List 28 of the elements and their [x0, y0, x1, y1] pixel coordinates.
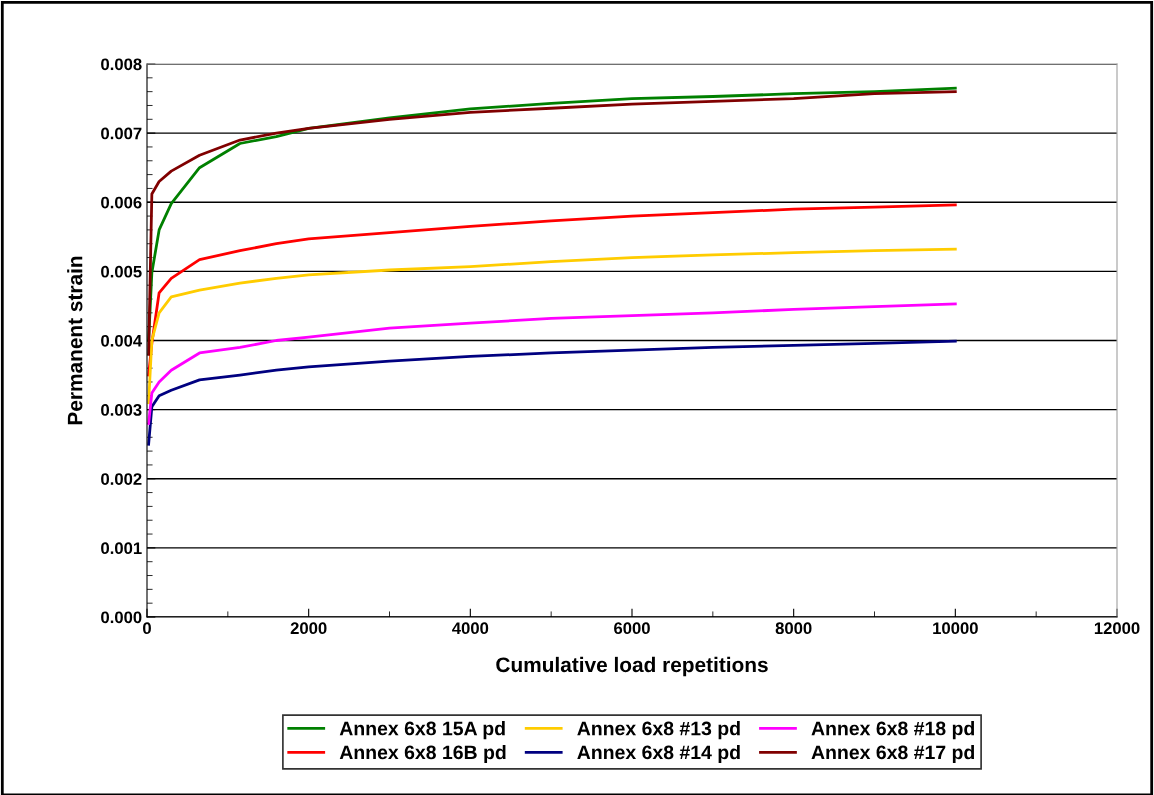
y-tick-label: 0.008 — [101, 58, 142, 71]
y-tick-label: 0.007 — [101, 127, 142, 140]
line-series — [147, 203, 957, 377]
y-tick-label: 0.005 — [101, 265, 142, 278]
line-series — [147, 247, 957, 405]
legend-label: Annex 6x8 #14 pd — [577, 744, 740, 764]
legend-label: Annex 6x8 #13 pd — [577, 721, 740, 740]
x-axis-title: Cumulative load repetitions — [496, 656, 768, 677]
line-series — [147, 339, 957, 446]
x-tick-label: 0 — [143, 622, 151, 635]
line-series — [147, 302, 957, 425]
x-tick-label: 4000 — [452, 622, 489, 635]
y-tick-label: 0.001 — [101, 542, 142, 555]
y-tick-label: 0.002 — [101, 473, 142, 485]
y-tick-label: 0.000 — [101, 611, 142, 624]
legend-label: Annex 6x8 16B pd — [339, 744, 506, 764]
x-tick-label: 2000 — [290, 622, 327, 635]
x-tick-label: 8000 — [775, 622, 812, 635]
y-tick-label: 0.006 — [101, 196, 142, 209]
x-tick-label: 10000 — [933, 622, 978, 635]
y-tick-label: 0.003 — [101, 404, 142, 416]
legend-label: Annex 6x8 15A pd — [339, 721, 505, 740]
y-axis-title: Permanent strain — [67, 256, 83, 425]
x-tick-label: 12000 — [1094, 622, 1140, 635]
legend-label: Annex 6x8 #18 pd — [811, 721, 975, 740]
x-tick-label: 6000 — [614, 622, 650, 635]
legend-label: Annex 6x8 #17 pd — [811, 744, 975, 764]
y-tick-label: 0.004 — [101, 334, 143, 347]
